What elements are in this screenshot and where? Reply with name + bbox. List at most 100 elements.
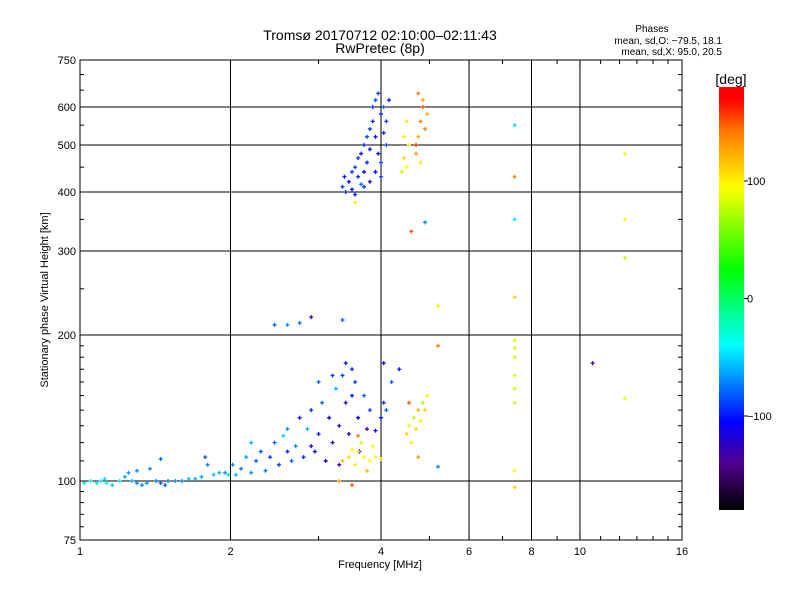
data-point [226, 472, 231, 477]
data-point [327, 415, 332, 420]
data-point [590, 361, 595, 366]
data-point [203, 455, 208, 460]
data-point [420, 400, 425, 405]
data-point [373, 428, 378, 433]
stats-x-mode: mean, sd,X: 95.0, 20.5 [621, 47, 722, 58]
data-point [94, 481, 99, 486]
chart-subtitle: RwPretec (8p) [335, 40, 424, 56]
data-point [312, 449, 317, 454]
data-point [409, 440, 414, 445]
data-point [389, 380, 394, 385]
data-point [379, 174, 383, 179]
data-point [268, 455, 273, 460]
data-point [350, 483, 355, 488]
data-point [367, 458, 372, 463]
data-point [316, 431, 321, 436]
data-point [512, 123, 517, 128]
y-axis-label: Stationary phase Virtual Height [km] [39, 212, 51, 387]
data-point [147, 466, 152, 471]
data-point [512, 373, 517, 378]
data-point [373, 455, 378, 460]
data-point [346, 179, 351, 184]
data-point [211, 472, 216, 477]
data-point [249, 440, 254, 445]
data-point [512, 174, 517, 179]
data-point [397, 367, 402, 372]
data-point [404, 119, 409, 124]
data-point [404, 165, 409, 170]
data-point [272, 440, 277, 445]
y-tick-label: 400 [58, 187, 76, 199]
data-point [134, 468, 139, 473]
data-point [512, 485, 517, 490]
data-point [350, 393, 355, 398]
data-point [362, 169, 367, 174]
chart-title: Tromsø 20170712 02:10:00–02:11:43 [263, 27, 497, 43]
data-points [82, 91, 627, 490]
data-point [353, 165, 358, 170]
data-point [126, 470, 131, 475]
data-point [337, 423, 342, 428]
y-tick-label: 750 [58, 55, 76, 67]
data-point [281, 433, 286, 438]
data-point [418, 119, 423, 124]
data-point [367, 408, 372, 413]
data-point [276, 462, 281, 467]
data-point [82, 481, 87, 486]
data-point [350, 447, 355, 452]
data-point [333, 386, 338, 391]
data-point [110, 483, 115, 488]
data-point [272, 322, 277, 327]
data-point [512, 400, 517, 405]
x-tick-label: 8 [528, 546, 534, 558]
data-point [340, 184, 345, 189]
data-point [233, 472, 238, 477]
data-point [370, 444, 375, 449]
data-point [258, 449, 263, 454]
data-point [356, 174, 361, 179]
data-point [346, 431, 351, 436]
x-tick-label: 6 [466, 546, 472, 558]
data-point [416, 408, 421, 413]
data-point [384, 143, 389, 147]
data-point [423, 408, 428, 413]
axis-ticks: 1 2 4 6 8 10 16 75 100 200 300 400 500 600 750 [58, 55, 688, 558]
data-point [367, 126, 372, 131]
data-point [205, 462, 210, 467]
data-point [362, 455, 367, 460]
data-point [186, 476, 191, 481]
data-point [399, 169, 404, 174]
data-point [230, 462, 235, 467]
data-point [362, 143, 367, 147]
data-point [353, 462, 358, 467]
data-point [435, 343, 440, 348]
data-point [362, 393, 367, 398]
colorbar-tick-label: 100 [747, 176, 765, 188]
data-point [381, 105, 386, 109]
data-point [350, 367, 355, 372]
stats-header: Phases [635, 24, 668, 35]
data-point [359, 182, 364, 187]
data-point [301, 455, 306, 460]
data-point [406, 143, 411, 147]
data-point [622, 151, 627, 156]
data-point [373, 134, 378, 139]
data-point [144, 481, 149, 486]
grid-lines [80, 60, 682, 540]
data-point [139, 483, 144, 488]
data-point [622, 256, 627, 261]
data-point [367, 147, 372, 152]
data-point [416, 455, 421, 460]
data-point [367, 179, 372, 184]
data-point [337, 479, 342, 483]
x-tick-label: 1 [77, 546, 83, 558]
data-point [370, 105, 375, 109]
data-point [223, 470, 228, 475]
data-point [316, 380, 321, 385]
data-point [353, 192, 358, 197]
data-point [418, 160, 423, 165]
y-tick-label: 300 [58, 246, 76, 258]
data-point [88, 479, 93, 483]
data-point [158, 481, 163, 486]
y-tick-label: 500 [58, 140, 76, 152]
